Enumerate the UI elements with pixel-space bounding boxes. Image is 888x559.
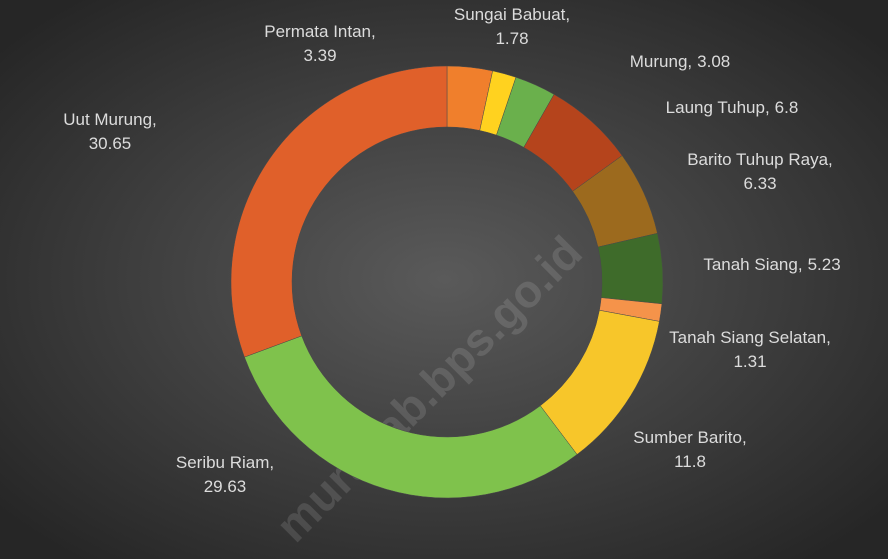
donut-slice — [244, 335, 578, 499]
label-value: 3.08 — [697, 52, 730, 71]
label-value: 3.39 — [303, 46, 336, 65]
label-separator: , — [269, 453, 274, 472]
data-label: Murung, 3.08 — [630, 52, 730, 71]
label-value: 6.33 — [743, 174, 776, 193]
data-label: Permata Intan, 3.39 — [264, 22, 376, 65]
label-separator: , — [742, 428, 747, 447]
label-separator: , — [826, 328, 831, 347]
label-value: 5.23 — [808, 255, 841, 274]
label-value: 1.31 — [733, 352, 766, 371]
data-label: Tanah Siang Selatan, 1.31 — [669, 328, 831, 371]
label-category: Murung — [630, 52, 688, 71]
label-separator: , — [371, 22, 376, 41]
label-separator: , — [152, 110, 157, 129]
label-value: 1.78 — [495, 29, 528, 48]
label-category: Seribu Riam — [176, 453, 270, 472]
data-label: Uut Murung, 30.65 — [63, 110, 157, 153]
data-label: Laung Tuhup, 6.8 — [666, 98, 799, 117]
label-value: 30.65 — [89, 134, 132, 153]
data-label: Barito Tuhup Raya, 6.33 — [687, 150, 833, 193]
label-separator: , — [828, 150, 833, 169]
label-category: Laung Tuhup — [666, 98, 765, 117]
label-category: Tanah Siang — [703, 255, 798, 274]
data-label: Seribu Riam, 29.63 — [176, 453, 274, 496]
label-value: 29.63 — [204, 477, 247, 496]
label-separator: , — [565, 5, 570, 24]
label-category: Permata Intan — [264, 22, 371, 41]
data-label: Sumber Barito, 11.8 — [633, 428, 746, 471]
label-separator: , — [687, 52, 692, 71]
data-label: Sungai Babuat, 1.78 — [454, 5, 570, 48]
label-value: 11.8 — [674, 452, 706, 471]
label-separator: , — [765, 98, 770, 117]
donut-slice — [230, 65, 448, 358]
label-category: Tanah Siang Selatan — [669, 328, 826, 347]
label-separator: , — [798, 255, 803, 274]
label-category: Sumber Barito — [633, 428, 742, 447]
label-category: Barito Tuhup Raya — [687, 150, 828, 169]
label-category: Sungai Babuat — [454, 5, 566, 24]
label-category: Uut Murung — [63, 110, 152, 129]
label-value: 6.8 — [775, 98, 799, 117]
data-label: Tanah Siang, 5.23 — [703, 255, 840, 274]
